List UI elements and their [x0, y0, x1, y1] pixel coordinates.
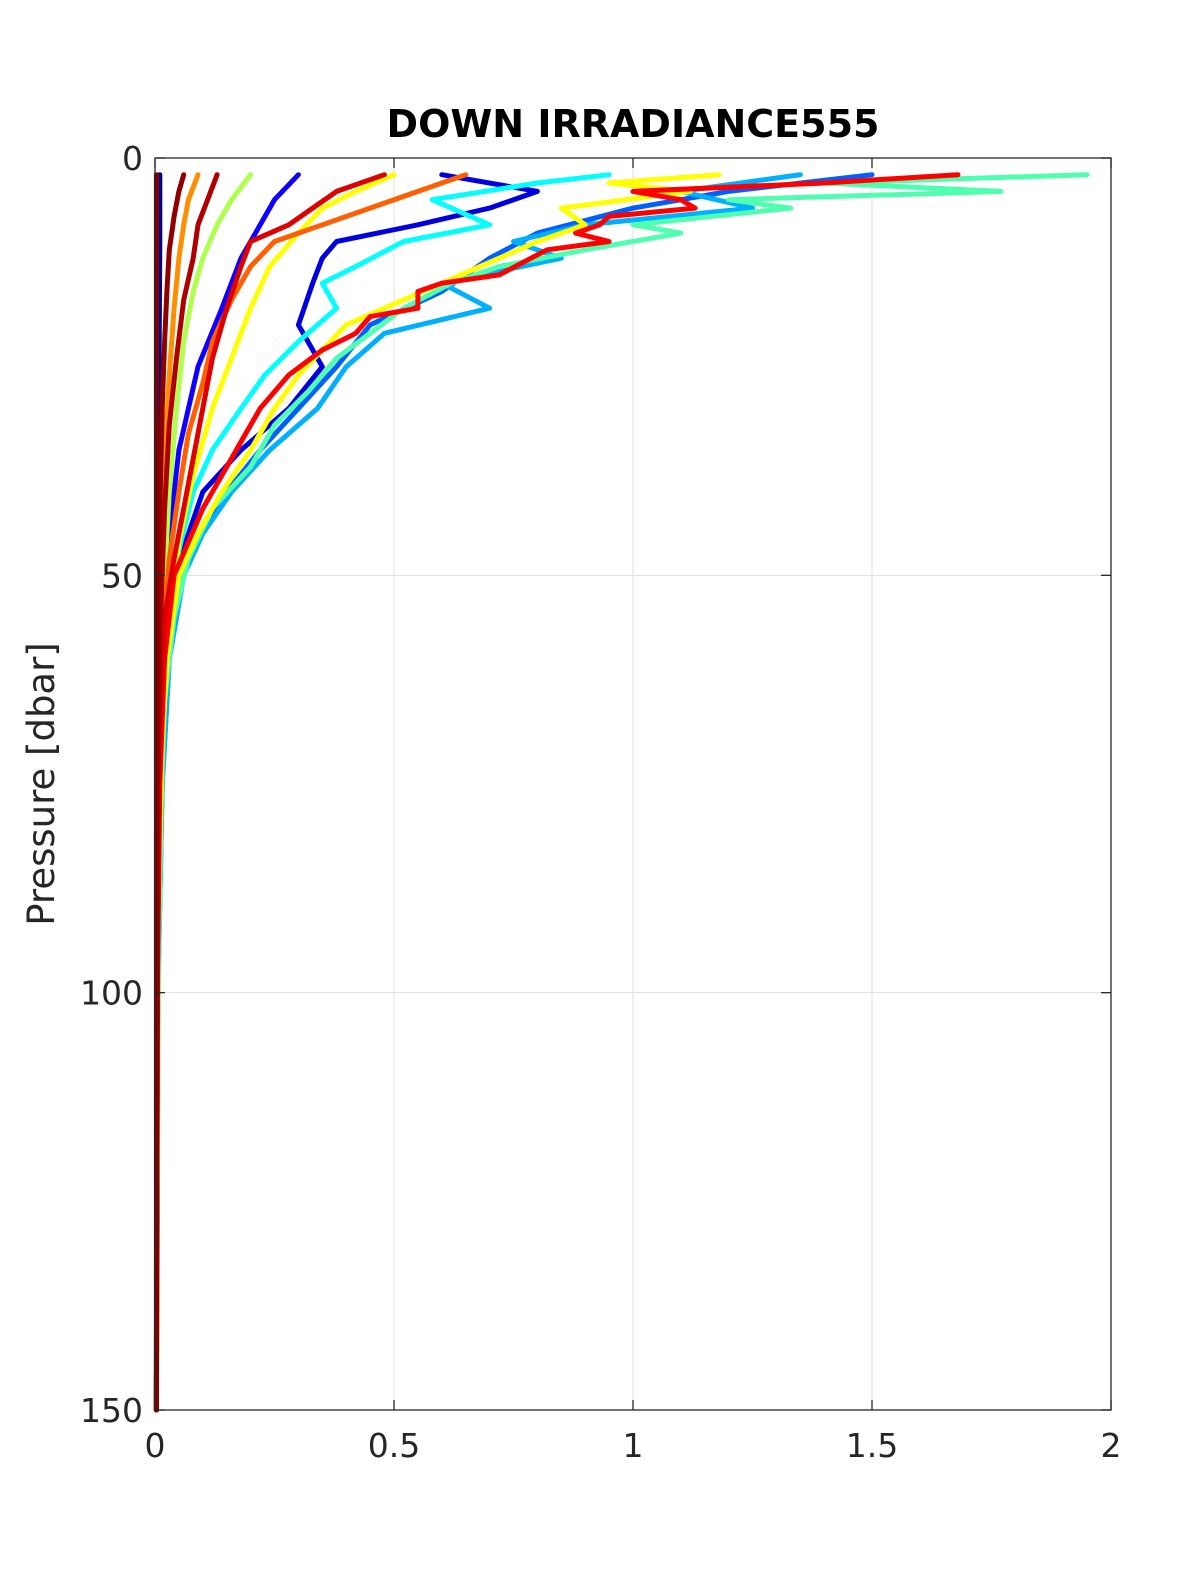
y-tick-label: 150	[80, 1391, 143, 1430]
x-tick-label: 1.5	[846, 1426, 898, 1465]
profile-line-10	[153, 172, 397, 1413]
profile-line-4	[153, 172, 875, 1413]
profile-line-5	[153, 172, 803, 1413]
chart-title: DOWN IRRADIANCE555	[387, 102, 880, 146]
profile-line-13	[153, 172, 961, 1413]
profile-line-7	[153, 172, 1090, 1413]
tick-layer	[154, 157, 1112, 1411]
profile-line-6	[153, 172, 612, 1413]
x-tick-label: 2	[1101, 1426, 1122, 1465]
y-tick-label: 0	[122, 139, 143, 178]
x-tick-label: 0.5	[368, 1426, 420, 1465]
y-tick-label: 50	[101, 556, 143, 595]
x-tick-label: 0	[145, 1426, 166, 1465]
profile-line-14	[153, 172, 387, 1413]
grid-layer	[155, 158, 1111, 1410]
y-tick-label: 100	[80, 974, 143, 1013]
series-layer	[153, 172, 1090, 1413]
tick-label-layer: 0 0.5 1 1.5 2 0 50 100 150	[80, 139, 1122, 1465]
x-tick-label: 1	[623, 1426, 644, 1465]
profile-line-9	[153, 172, 722, 1413]
y-axis-label: Pressure [dbar]	[20, 642, 63, 925]
